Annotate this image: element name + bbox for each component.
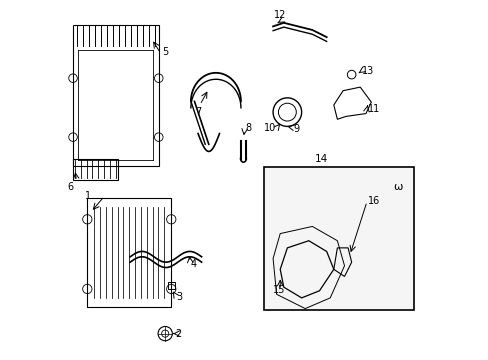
Text: 8: 8 [244,123,251,133]
Text: 1: 1 [84,191,91,201]
Text: 2: 2 [175,329,181,339]
Text: 11: 11 [367,104,379,113]
Text: 3: 3 [176,292,182,302]
Text: 13: 13 [362,66,374,76]
Text: 5: 5 [162,47,168,57]
Text: 10: 10 [264,123,276,133]
Text: 16: 16 [367,197,379,206]
Text: 12: 12 [273,10,286,20]
Text: 7: 7 [195,107,201,117]
Text: 9: 9 [293,124,299,134]
Polygon shape [264,167,413,310]
Text: 14: 14 [314,154,327,164]
Text: 6: 6 [67,182,74,192]
Text: 4: 4 [190,259,197,269]
Text: ω: ω [393,182,402,192]
Text: 15: 15 [272,285,285,295]
